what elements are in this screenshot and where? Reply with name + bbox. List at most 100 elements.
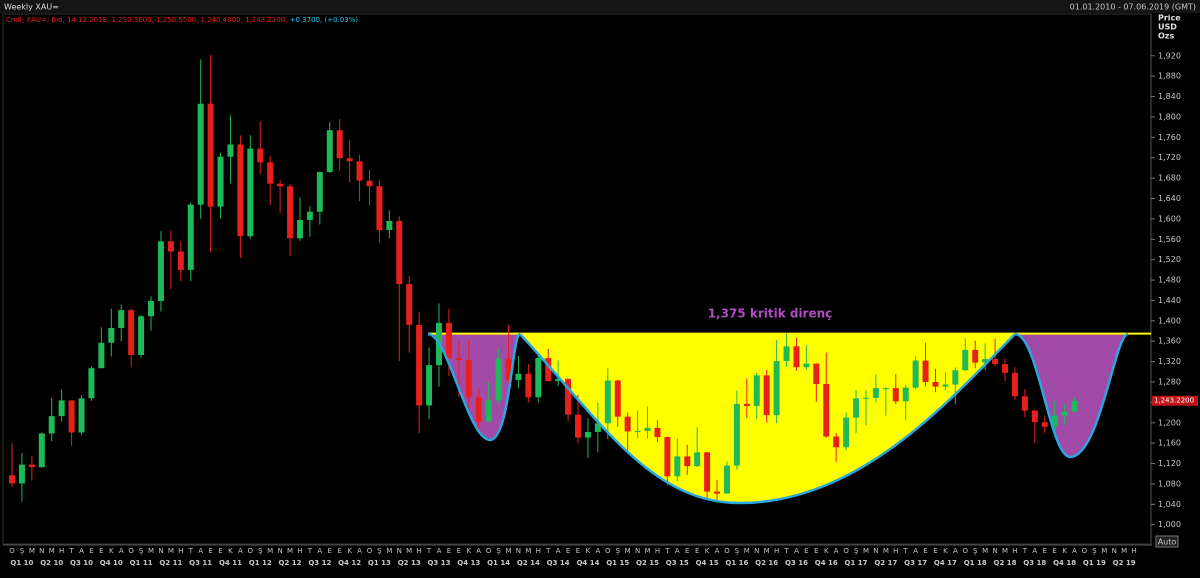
quarter-label: Q1 10 [10, 559, 33, 567]
month-label: E [1052, 547, 1056, 555]
candle-body [485, 400, 492, 422]
y-tick-label: 1,000 [1158, 520, 1181, 529]
month-label: O [9, 547, 15, 555]
month-label: K [705, 547, 710, 555]
candles [9, 55, 1078, 502]
main-cup [520, 334, 1015, 503]
month-label: E [218, 547, 222, 555]
quarter-label: Q2 17 [874, 559, 897, 567]
quarter-label: Q1 18 [964, 559, 987, 567]
candle-body [624, 416, 631, 432]
pattern-outlines [427, 332, 1129, 505]
candle-body [1031, 410, 1038, 423]
month-label: E [933, 547, 937, 555]
candle-body [1011, 372, 1018, 397]
y-tick-label: 1,280 [1158, 377, 1181, 386]
y-tick-label: 1,520 [1158, 255, 1181, 264]
candle-body [128, 310, 135, 355]
candle-body [743, 403, 750, 406]
month-label: K [228, 547, 233, 555]
last-price-label: 1,243.2200 [1154, 397, 1194, 405]
month-label: Ş [496, 547, 501, 555]
month-label: Ş [258, 547, 263, 555]
month-label: Ş [139, 547, 144, 555]
quarter-label: Q3 10 [70, 559, 93, 567]
candle-body [356, 161, 363, 181]
month-label: M [505, 547, 511, 555]
candle-body [704, 452, 711, 492]
month-label: A [913, 547, 918, 555]
month-label: O [248, 547, 254, 555]
info-change: +0.3700, (+0.03%) [290, 16, 359, 24]
y-tick-label: 1,080 [1158, 479, 1181, 488]
candle-body [674, 456, 681, 477]
quarter-label: Q4 10 [100, 559, 123, 567]
auto-button[interactable] [1155, 535, 1179, 548]
month-label: M [49, 547, 55, 555]
candle-body [575, 414, 582, 438]
month-label: T [664, 547, 670, 555]
candle-body [296, 219, 303, 239]
month-label: E [89, 547, 93, 555]
month-label: E [208, 547, 212, 555]
month-label: T [426, 547, 432, 555]
candle-body [604, 380, 611, 424]
quarter-label: Q2 19 [1113, 559, 1136, 567]
candle-body [525, 373, 532, 398]
candle-body [267, 162, 274, 184]
month-label: M [148, 547, 154, 555]
month-label: A [357, 547, 362, 555]
candle-body [664, 437, 671, 477]
month-label: H [536, 547, 541, 555]
y-tick-label: 1,800 [1158, 112, 1181, 121]
date-range: 01.01.2010 - 07.06.2019 (GMT) [1070, 3, 1196, 12]
candle-body [177, 251, 184, 270]
candle-body [78, 398, 85, 433]
month-label: A [476, 547, 481, 555]
candle-body [813, 363, 820, 385]
month-label: N [277, 547, 282, 555]
month-label: K [586, 547, 591, 555]
candle-body [148, 300, 155, 317]
candle-body [872, 388, 879, 398]
annotation: 1,375 kritik direnç [708, 307, 833, 321]
quarter-label: Q3 15 [666, 559, 689, 567]
y-tick-label: 1,360 [1158, 337, 1181, 346]
month-label: M [883, 547, 889, 555]
month-label: A [1072, 547, 1077, 555]
y-tick-label: 1,480 [1158, 276, 1181, 285]
month-label: H [1131, 547, 1136, 555]
candle-body [833, 436, 840, 448]
month-label: Ş [20, 547, 25, 555]
candle-body [455, 358, 462, 361]
month-label: O [605, 547, 611, 555]
candle-body [1002, 364, 1008, 373]
month-label: E [447, 547, 451, 555]
candle-body [1041, 422, 1048, 427]
month-label: A [595, 547, 600, 555]
month-label: K [824, 547, 829, 555]
month-label: A [675, 547, 680, 555]
y-tick-label: 1,600 [1158, 214, 1181, 223]
month-label: T [307, 547, 313, 555]
month-label: H [59, 547, 64, 555]
candle-body [58, 400, 65, 417]
candle-body [982, 359, 989, 363]
candle-body [28, 464, 35, 468]
quarter-label: Q4 11 [219, 559, 242, 567]
candle-body [495, 358, 502, 401]
month-label: T [545, 547, 551, 555]
month-label: O [1082, 547, 1088, 555]
right-cup-outline [1014, 332, 1129, 459]
y-tick-label: 1,640 [1158, 194, 1181, 203]
candle-body [326, 130, 333, 173]
month-label: M [863, 547, 869, 555]
month-label: A [715, 547, 720, 555]
month-label: A [794, 547, 799, 555]
month-label: Ş [377, 547, 382, 555]
auto-button-label[interactable]: Auto [1158, 538, 1177, 547]
quarter-label: Q4 13 [457, 559, 480, 567]
candle-body [346, 158, 353, 162]
candle-body [714, 491, 721, 494]
